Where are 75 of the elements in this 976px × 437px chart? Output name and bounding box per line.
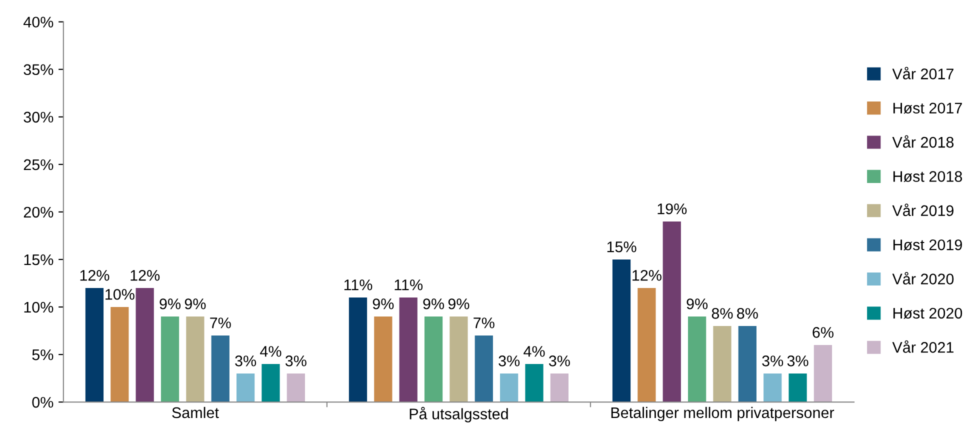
data-label: 9%: [184, 298, 206, 310]
data-label: 15%: [607, 242, 636, 252]
y-tick-label: 30%: [24, 112, 54, 123]
bar: [110, 306, 129, 402]
data-label: 12%: [632, 270, 662, 281]
legend-label: Vår 2018: [892, 135, 954, 148]
legend-label: Høst 2017: [893, 102, 962, 114]
data-label: 4%: [260, 346, 282, 357]
data-label: 7%: [474, 318, 494, 328]
bar: [612, 259, 631, 402]
data-label: 6%: [812, 327, 834, 338]
bar: [788, 374, 807, 402]
data-label: 3%: [285, 356, 306, 366]
data-label: 8%: [712, 308, 733, 319]
data-label: 19%: [658, 203, 687, 214]
y-tick-label: 35%: [24, 64, 54, 76]
bar: [286, 374, 305, 402]
y-tick-label: 5%: [32, 349, 54, 360]
bar: [500, 374, 518, 402]
y-tick-label: 15%: [24, 254, 54, 266]
legend-label: Høst 2018: [893, 171, 962, 182]
bar: [160, 316, 180, 402]
y-tick-label: 20%: [24, 206, 54, 218]
bar: [474, 336, 493, 402]
bar: [348, 297, 368, 402]
data-label: 11%: [394, 280, 423, 290]
bar: [550, 374, 569, 402]
legend-label: Vår 2021: [892, 340, 954, 353]
bar: [374, 316, 392, 402]
legend-label: Vår 2017: [892, 66, 954, 80]
data-label: 3%: [548, 356, 570, 366]
data-label: 9%: [448, 298, 470, 310]
data-label: 8%: [737, 308, 758, 319]
data-label: 9%: [160, 298, 181, 310]
y-tick-label: 25%: [24, 159, 54, 170]
bar: [814, 345, 832, 402]
data-label: 12%: [80, 270, 110, 281]
bar: [525, 364, 544, 402]
bar: [211, 336, 230, 402]
bar: [450, 316, 468, 402]
data-label: 11%: [344, 280, 372, 290]
bar: [688, 316, 706, 402]
legend-label: Høst 2019: [893, 239, 962, 250]
y-tick-label: 40%: [23, 16, 54, 28]
legend-label: Vår 2020: [892, 272, 954, 284]
bar: [186, 316, 204, 402]
bar: [738, 326, 756, 402]
bar: [424, 316, 443, 402]
data-label: 12%: [130, 270, 160, 281]
data-label: 3%: [787, 356, 808, 366]
y-tick-label: 10%: [24, 302, 54, 313]
bar: [713, 326, 732, 402]
data-label: 9%: [423, 298, 444, 310]
bar: [85, 288, 104, 402]
x-tick-label: På utsalgssted: [410, 406, 508, 422]
x-tick-label: Betalinger mellom privatpersoner: [611, 406, 834, 422]
bar: [262, 364, 280, 402]
bar: [236, 374, 255, 402]
data-label: 4%: [524, 346, 545, 357]
data-label: 10%: [106, 288, 134, 300]
data-label: 3%: [235, 356, 256, 366]
data-label: 9%: [686, 298, 708, 310]
y-tick-label: 0%: [32, 396, 54, 408]
bar: [638, 288, 656, 402]
legend-label: Høst 2020: [893, 308, 962, 319]
bar: [136, 288, 154, 402]
data-label: 3%: [498, 356, 520, 366]
data-label: 9%: [372, 298, 394, 310]
bar: [764, 374, 782, 402]
bar: [399, 297, 418, 402]
data-label: 3%: [762, 356, 784, 366]
legend-label: Vår 2019: [892, 204, 954, 216]
bar: [662, 221, 681, 402]
data-label: 7%: [210, 318, 231, 328]
x-tick-label: Samlet: [172, 406, 219, 418]
